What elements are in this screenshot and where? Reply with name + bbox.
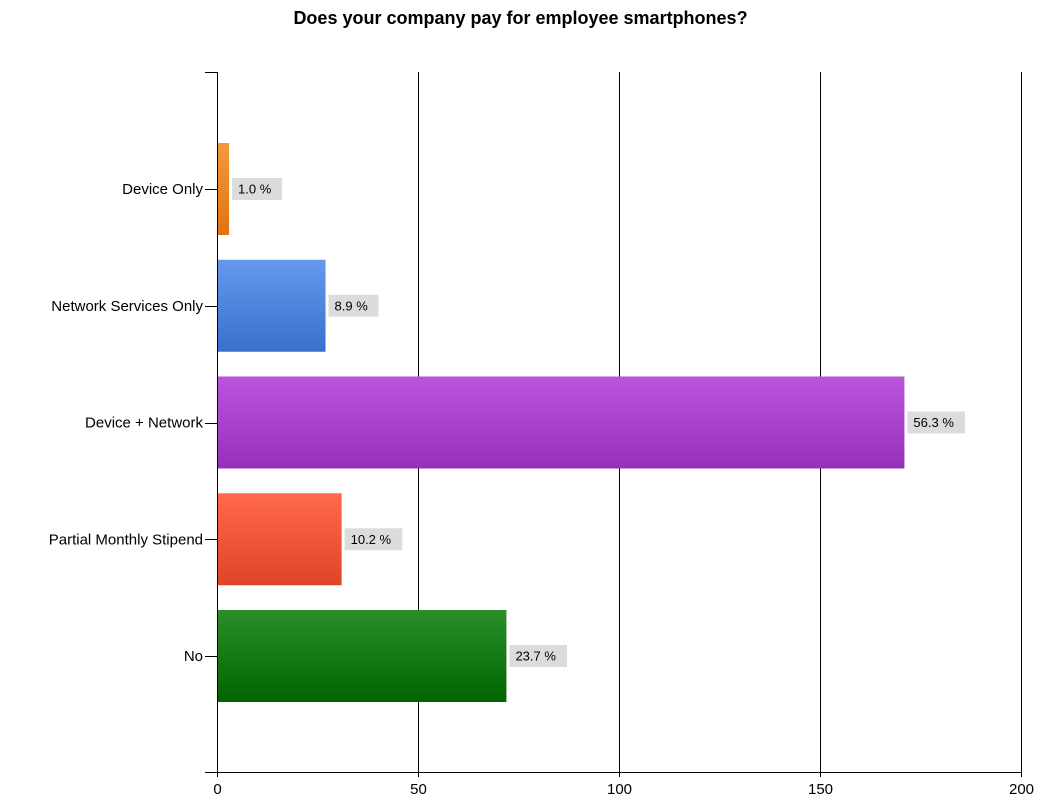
bar [218,143,230,235]
category-label: No [184,648,203,665]
bar [218,259,326,352]
bar [218,610,507,702]
x-tick-label: 50 [410,781,427,798]
x-tick-label: 200 [1009,781,1034,798]
x-tick-label: 100 [607,781,632,798]
chart-title: Does your company pay for employee smart… [293,8,748,28]
label-layer: 0 50 100 150 200 Device Only 1.0 % Network Serv… [49,178,1034,798]
data-label: 8.9 % [335,298,369,313]
bar-layer [218,143,905,702]
data-label: 10.2 % [351,532,392,547]
data-label: 1.0 % [238,182,272,197]
bar [218,376,905,469]
category-label: Partial Monthly Stipend [49,531,203,548]
axis-layer [205,72,1022,777]
data-label-box [232,178,283,200]
data-label-box [907,411,966,434]
x-tick-label: 0 [213,781,221,798]
data-label: 23.7 % [515,649,556,664]
category-label: Network Services Only [51,298,203,315]
data-label-box [509,645,568,667]
data-label-box [344,528,403,551]
bar [218,493,342,586]
category-label: Device + Network [85,415,203,432]
x-tick-label: 150 [808,781,833,798]
data-label: 56.3 % [913,415,954,430]
data-label-box [328,294,379,317]
category-label: Device Only [122,181,203,198]
